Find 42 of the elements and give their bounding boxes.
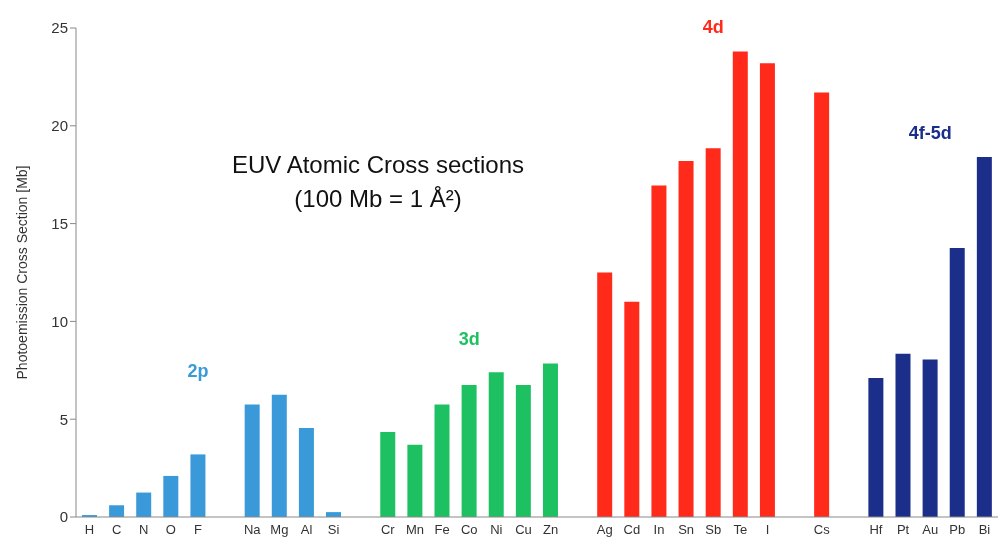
x-tick-label: Au xyxy=(922,522,939,538)
y-tick-label: 20 xyxy=(51,117,68,135)
series-label: 4d xyxy=(702,17,724,39)
x-tick-label: Ni xyxy=(490,522,503,538)
text: (100 Mb = 1 Å²) xyxy=(293,184,463,214)
y-tick-label: 25 xyxy=(51,19,68,37)
y-tick-label: 0 xyxy=(59,508,68,526)
x-tick-label: Si xyxy=(327,522,340,538)
x-tick-label: Mg xyxy=(270,522,289,538)
x-tick-label: Pt xyxy=(896,522,910,538)
x-tick-label: Fe xyxy=(434,522,450,538)
x-tick-label: In xyxy=(653,522,665,538)
x-tick-label: O xyxy=(165,522,176,538)
x-tick-label: Ag xyxy=(596,522,613,538)
x-tick-label: Pb xyxy=(949,522,966,538)
x-tick-label: H xyxy=(84,522,95,538)
x-tick-label: Sb xyxy=(705,522,722,538)
x-tick-label: Cd xyxy=(623,522,641,538)
y-axis-title: Photoemission Cross Section [Mb] xyxy=(13,165,30,380)
x-tick-label: Co xyxy=(460,522,478,538)
x-tick-label: Cu xyxy=(515,522,532,538)
x-tick-label: Te xyxy=(733,522,748,538)
x-tick-label: Na xyxy=(243,522,262,538)
x-tick-label: Bi xyxy=(978,522,991,538)
x-tick-label: I xyxy=(765,522,770,538)
y-tick-label: 5 xyxy=(59,410,68,428)
x-tick-label: Al xyxy=(300,522,313,538)
x-tick-label: N xyxy=(139,522,149,538)
x-tick-label: C xyxy=(111,522,122,538)
x-tick-label: Cs xyxy=(813,522,831,538)
text: EUV Atomic Cross sections xyxy=(230,150,526,180)
x-tick-label: Cr xyxy=(380,522,396,538)
y-tick-label: 10 xyxy=(51,312,68,330)
x-tick-label: F xyxy=(194,522,203,538)
text: 2p xyxy=(187,360,209,382)
x-tick-label: Zn xyxy=(542,522,559,538)
x-tick-label: Mn xyxy=(405,522,424,538)
y-tick-label: 15 xyxy=(51,214,68,232)
series-label: 3d xyxy=(458,329,480,351)
x-tick-label: Sn xyxy=(678,522,695,538)
x-tick-label: Hf xyxy=(869,522,883,538)
series-label: 4f-5d xyxy=(908,123,952,145)
